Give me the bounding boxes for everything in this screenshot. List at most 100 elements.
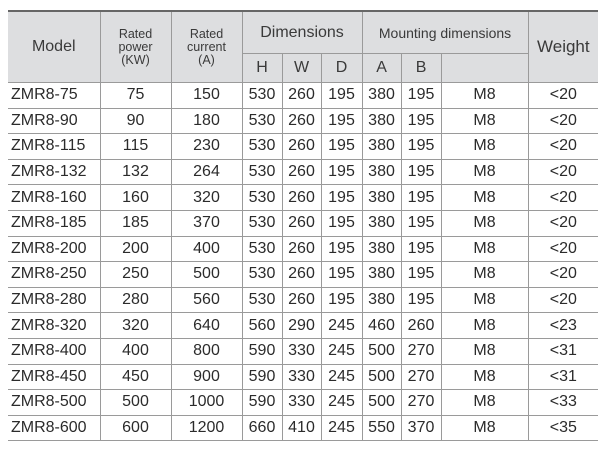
header-dimensions: Dimensions — [241, 10, 363, 54]
header-rated-power-line2: power — [118, 39, 153, 54]
cell-rated-power: 115 — [99, 133, 172, 160]
cell-rated-current: 264 — [170, 158, 243, 186]
cell-h: 560 — [241, 312, 283, 339]
cell-a: 380 — [361, 209, 402, 237]
cell-rated-power: 75 — [99, 82, 172, 109]
cell-h: 660 — [241, 414, 283, 442]
header-bolt — [440, 53, 529, 83]
cell-d: 195 — [320, 209, 363, 237]
cell-rated-power: 400 — [99, 337, 172, 365]
cell-model: ZMR8-160 — [8, 184, 101, 211]
cell-d: 195 — [320, 107, 363, 135]
cell-bolt: M8 — [440, 389, 529, 416]
cell-rated-current: 180 — [170, 107, 243, 135]
cell-rated-current: 640 — [170, 312, 243, 339]
cell-model: ZMR8-250 — [8, 261, 101, 288]
cell-b: 260 — [400, 312, 442, 339]
cell-d: 245 — [320, 337, 363, 365]
cell-w: 260 — [281, 209, 322, 237]
cell-bolt: M8 — [440, 158, 529, 186]
cell-b: 195 — [400, 82, 442, 109]
cell-rated-current: 560 — [170, 286, 243, 314]
header-rated-power-line1: Rated — [118, 26, 153, 41]
header-mounting-dimensions: Mounting dimensions — [361, 10, 529, 54]
cell-b: 195 — [400, 107, 442, 135]
cell-model: ZMR8-115 — [8, 133, 101, 160]
cell-h: 530 — [241, 209, 283, 237]
cell-a: 550 — [361, 414, 402, 442]
cell-rated-current: 230 — [170, 133, 243, 160]
cell-model: ZMR8-500 — [8, 389, 101, 416]
cell-h: 530 — [241, 107, 283, 135]
cell-a: 380 — [361, 82, 402, 109]
cell-h: 530 — [241, 184, 283, 211]
cell-b: 270 — [400, 337, 442, 365]
cell-h: 530 — [241, 133, 283, 160]
cell-weight: <20 — [527, 158, 599, 186]
cell-b: 195 — [400, 184, 442, 211]
cell-weight: <20 — [527, 133, 599, 160]
cell-weight: <20 — [527, 82, 599, 109]
cell-rated-power: 90 — [99, 107, 172, 135]
cell-rated-power: 600 — [99, 414, 172, 442]
cell-bolt: M8 — [440, 312, 529, 339]
cell-w: 260 — [281, 286, 322, 314]
cell-model: ZMR8-400 — [8, 337, 101, 365]
table-row: ZMR8-75 75 150 530 260 195 380 195 M8 <20 — [8, 82, 599, 109]
cell-d: 195 — [320, 133, 363, 160]
cell-model: ZMR8-90 — [8, 107, 101, 135]
cell-weight: <23 — [527, 312, 599, 339]
table-body: ZMR8-75 75 150 530 260 195 380 195 M8 <20 ZMR8-90 9… — [8, 82, 599, 442]
cell-b: 370 — [400, 414, 442, 442]
cell-h: 590 — [241, 337, 283, 365]
cell-d: 195 — [320, 235, 363, 263]
cell-rated-power: 200 — [99, 235, 172, 263]
cell-w: 260 — [281, 158, 322, 186]
header-w: W — [281, 53, 322, 83]
cell-weight: <20 — [527, 107, 599, 135]
cell-w: 260 — [281, 184, 322, 211]
cell-rated-power: 450 — [99, 363, 172, 391]
table-row: ZMR8-400 400 800 590 330 245 500 270 M8 <31 — [8, 337, 599, 365]
cell-bolt: M8 — [440, 107, 529, 135]
header-rated-power: Rated power (KW) — [99, 10, 172, 83]
table-row: ZMR8-185 185 370 530 260 195 380 195 M8 <20 — [8, 209, 599, 237]
cell-rated-current: 370 — [170, 209, 243, 237]
cell-rated-power: 160 — [99, 184, 172, 211]
cell-a: 380 — [361, 184, 402, 211]
cell-a: 500 — [361, 337, 402, 365]
cell-b: 195 — [400, 286, 442, 314]
cell-bolt: M8 — [440, 363, 529, 391]
table-row: ZMR8-450 450 900 590 330 245 500 270 M8 <31 — [8, 363, 599, 391]
header-d: D — [320, 53, 363, 83]
cell-a: 500 — [361, 389, 402, 416]
cell-rated-power: 250 — [99, 261, 172, 288]
cell-rated-current: 1200 — [170, 414, 243, 442]
cell-rated-power: 500 — [99, 389, 172, 416]
table-row: ZMR8-500 500 1000 590 330 245 500 270 M8 <33 — [8, 389, 599, 416]
cell-bolt: M8 — [440, 133, 529, 160]
cell-w: 260 — [281, 235, 322, 263]
cell-b: 195 — [400, 261, 442, 288]
table-row: ZMR8-280 280 560 530 260 195 380 195 M8 <20 — [8, 286, 599, 314]
cell-a: 460 — [361, 312, 402, 339]
cell-rated-current: 320 — [170, 184, 243, 211]
header-a: A — [361, 53, 402, 83]
cell-a: 500 — [361, 363, 402, 391]
cell-b: 195 — [400, 235, 442, 263]
spec-table: Model Rated power (KW) Rated current (A)… — [8, 10, 599, 442]
cell-a: 380 — [361, 158, 402, 186]
cell-w: 260 — [281, 107, 322, 135]
cell-w: 410 — [281, 414, 322, 442]
cell-h: 590 — [241, 363, 283, 391]
cell-d: 195 — [320, 82, 363, 109]
cell-weight: <20 — [527, 261, 599, 288]
cell-bolt: M8 — [440, 82, 529, 109]
cell-a: 380 — [361, 261, 402, 288]
cell-h: 530 — [241, 82, 283, 109]
header-model: Model — [8, 10, 101, 83]
table-row: ZMR8-160 160 320 530 260 195 380 195 M8 <20 — [8, 184, 599, 211]
cell-b: 195 — [400, 133, 442, 160]
cell-rated-power: 132 — [99, 158, 172, 186]
header-rated-current-line2: current — [187, 39, 226, 54]
